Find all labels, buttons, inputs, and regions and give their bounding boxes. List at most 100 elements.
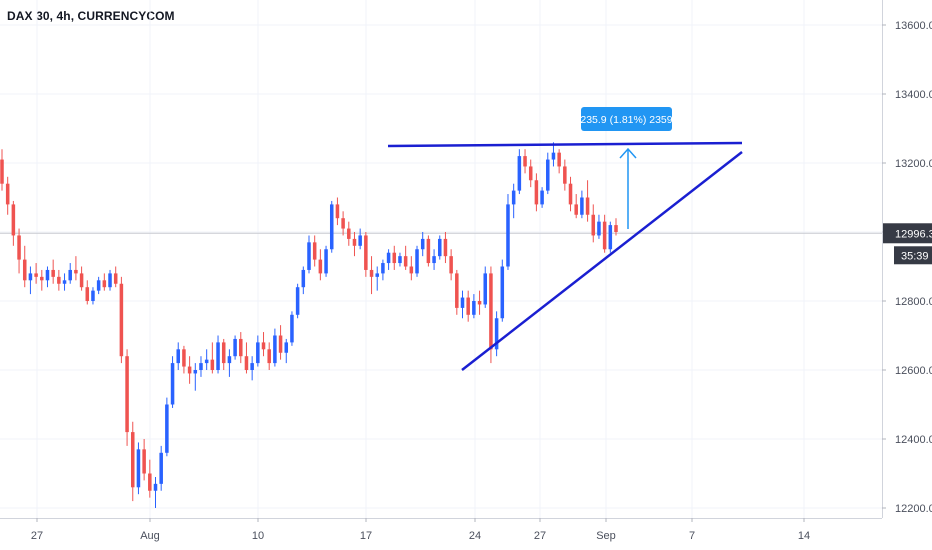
- candle-body: [546, 159, 550, 191]
- candle: [483, 266, 488, 308]
- candle-body: [540, 190, 544, 205]
- candle: [96, 276, 101, 295]
- candle-body: [364, 235, 368, 270]
- measure-label-box: [581, 107, 672, 131]
- candle: [295, 283, 300, 319]
- support-trendline: [461, 151, 743, 371]
- candle: [227, 349, 232, 377]
- candle: [375, 266, 379, 291]
- candle: [68, 263, 72, 284]
- candle-body: [68, 269, 72, 281]
- candle: [546, 152, 550, 195]
- candle-body: [369, 269, 374, 277]
- candle: [466, 290, 470, 322]
- candle: [472, 294, 476, 319]
- candle-body: [250, 363, 254, 370]
- candle-body: [318, 259, 323, 274]
- candle-body: [437, 238, 442, 257]
- candle-body: [523, 156, 527, 167]
- candle-body: [392, 252, 397, 264]
- candle-body: [347, 228, 351, 239]
- candle: [91, 287, 95, 305]
- candle: [51, 259, 55, 284]
- candle-body: [187, 366, 192, 374]
- candle-body: [176, 349, 181, 364]
- candle-body: [221, 342, 226, 364]
- candle-body: [506, 204, 510, 267]
- candle: [420, 232, 425, 257]
- candle-body: [597, 221, 601, 236]
- candle: [256, 335, 260, 367]
- candle-body: [130, 432, 135, 488]
- candle-body: [358, 235, 362, 246]
- candle-body: [381, 263, 385, 274]
- candle: [113, 266, 118, 288]
- candle: [534, 173, 539, 212]
- x-tick-label: 24: [469, 530, 481, 542]
- candle-body: [153, 483, 158, 491]
- candle: [602, 214, 607, 253]
- candle-body: [204, 359, 209, 364]
- current-price-label-bg: [883, 223, 932, 244]
- candle-body: [182, 349, 186, 367]
- candle: [57, 269, 61, 291]
- candle: [364, 232, 368, 277]
- candle: [136, 442, 141, 495]
- candle: [165, 397, 169, 457]
- candle: [239, 332, 243, 364]
- candle: [290, 311, 294, 346]
- candle-body: [125, 356, 129, 433]
- candle-body: [45, 269, 50, 281]
- candle: [324, 245, 328, 277]
- candle: [233, 335, 237, 360]
- candle-body: [557, 152, 561, 167]
- candle: [28, 266, 33, 295]
- candle: [574, 194, 578, 219]
- candle-body: [409, 266, 414, 274]
- candle: [62, 273, 67, 291]
- candle-body: [614, 225, 618, 232]
- y-tick-label: 13600.0: [895, 20, 932, 32]
- candle: [204, 349, 209, 370]
- candle: [511, 183, 516, 219]
- candle: [210, 342, 215, 374]
- candle: [591, 204, 596, 243]
- candle: [449, 249, 453, 281]
- candle: [176, 342, 181, 370]
- candle-body: [256, 342, 260, 364]
- candle-body: [159, 452, 163, 484]
- candle-body: [466, 297, 470, 315]
- candle-body: [22, 259, 27, 281]
- candle: [369, 256, 374, 295]
- y-tick-label: 12800.0: [895, 296, 932, 308]
- x-tick-label: Aug: [140, 530, 160, 542]
- candle: [284, 338, 289, 364]
- candle-body: [193, 370, 198, 374]
- current-price-label: 12996.3: [895, 228, 932, 240]
- candle: [273, 328, 277, 367]
- candle: [329, 200, 334, 253]
- candle-body: [494, 318, 499, 350]
- candle: [386, 249, 391, 270]
- candle: [523, 149, 527, 174]
- candle-body: [57, 276, 61, 284]
- candle-body: [477, 301, 482, 305]
- candle: [261, 332, 266, 357]
- candle: [437, 235, 442, 260]
- candle-body: [5, 183, 10, 205]
- candle: [614, 218, 618, 236]
- candle: [125, 349, 129, 446]
- candle: [22, 245, 27, 288]
- candle-body: [74, 269, 78, 274]
- candle-body: [415, 249, 419, 274]
- candle-body: [312, 242, 317, 260]
- candle-body: [307, 242, 311, 270]
- candle: [568, 176, 573, 212]
- candle: [307, 235, 311, 274]
- candle: [443, 232, 448, 264]
- candle-body: [443, 238, 448, 257]
- candle: [477, 290, 482, 315]
- candle: [358, 228, 362, 250]
- candle: [187, 356, 192, 384]
